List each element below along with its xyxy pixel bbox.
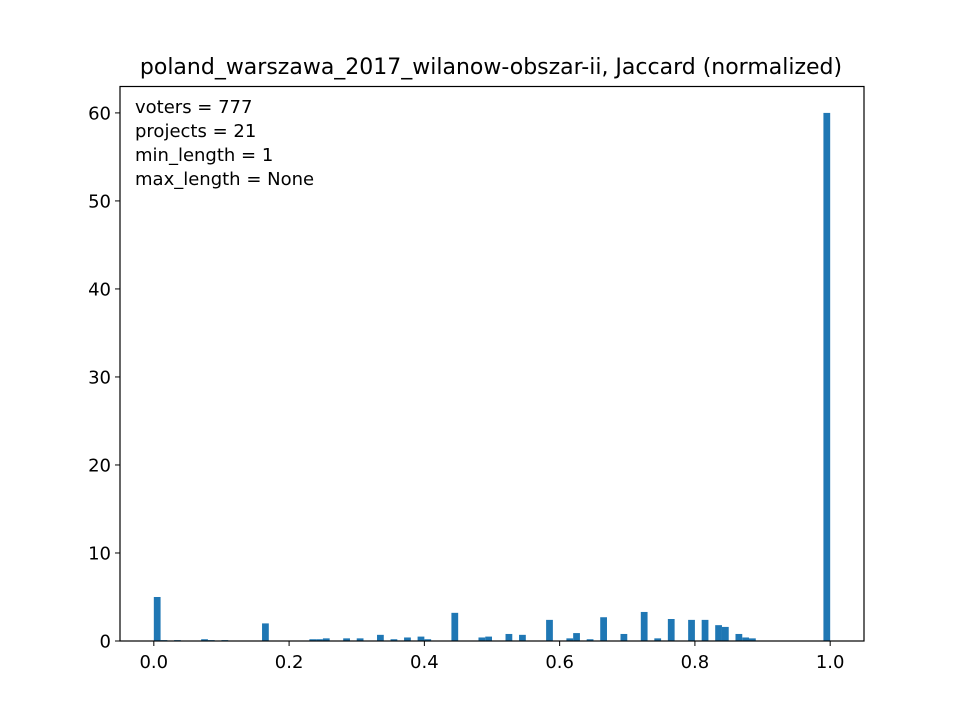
y-tick-label: 40 — [88, 279, 111, 300]
y-tick-label: 20 — [88, 455, 111, 476]
histogram-bar — [485, 636, 492, 641]
y-tick-label: 10 — [88, 543, 111, 564]
histogram-bar — [356, 638, 364, 641]
histogram-bar — [742, 637, 750, 641]
x-tick-label: 0.6 — [545, 652, 574, 673]
histogram-bar — [377, 634, 384, 641]
histogram-bar — [566, 638, 574, 641]
x-tick-label: 0.4 — [410, 652, 439, 673]
histogram-bar — [715, 625, 722, 641]
histogram-bar — [417, 636, 425, 641]
y-axis: 0 10 20 30 40 50 60 — [88, 103, 120, 653]
histogram-bar — [688, 619, 695, 641]
y-tick-label: 60 — [88, 103, 111, 124]
x-tick-label: 1.0 — [816, 652, 845, 673]
annotation-line: max_length = None — [135, 169, 314, 190]
histogram-bar — [404, 637, 411, 641]
histogram-bar — [573, 633, 580, 641]
histogram-bar — [667, 618, 675, 641]
stats-annotation: voters = 777 projects = 21 min_length = 1 m… — [135, 97, 314, 190]
histogram-bar — [424, 639, 432, 641]
histogram-bar — [701, 619, 709, 641]
chart-title: poland_warszawa_2017_wilanow-obszar-ii, … — [140, 55, 842, 80]
y-tick-label: 50 — [88, 191, 111, 212]
histogram-bar — [451, 612, 459, 641]
annotation-line: voters = 777 — [135, 97, 252, 118]
histogram-bar — [262, 623, 269, 641]
histogram-bar — [546, 619, 553, 641]
histogram-bar — [600, 617, 607, 641]
x-axis: 0.0 0.2 0.4 0.6 0.8 1.0 — [139, 641, 845, 673]
histogram-bar — [478, 637, 486, 641]
histogram-bar — [654, 638, 662, 641]
x-tick-label: 0.8 — [681, 652, 710, 673]
histogram-bar — [749, 638, 756, 641]
bars-layer — [153, 112, 831, 641]
histogram-bar — [620, 633, 628, 641]
histogram-bar — [519, 634, 526, 641]
histogram-bar — [640, 611, 648, 641]
y-tick-label: 30 — [88, 367, 111, 388]
histogram-bar — [322, 638, 330, 641]
histogram-bar — [201, 639, 208, 641]
histogram-bar — [153, 596, 161, 641]
histogram-bar — [309, 639, 317, 641]
histogram-bar — [586, 639, 594, 641]
plot-frame — [119, 85, 865, 642]
histogram-bar — [505, 633, 513, 641]
x-tick-label: 0.0 — [139, 652, 168, 673]
histogram-bar — [343, 638, 350, 641]
histogram-bar — [390, 639, 398, 641]
histogram-bar — [735, 633, 743, 641]
histogram-bar — [316, 639, 323, 641]
histogram-bar — [823, 112, 831, 641]
annotation-line: projects = 21 — [135, 121, 256, 142]
x-tick-label: 0.2 — [275, 652, 304, 673]
annotation-line: min_length = 1 — [135, 145, 273, 166]
histogram-bar — [721, 626, 729, 641]
y-tick-label: 0 — [100, 632, 111, 653]
